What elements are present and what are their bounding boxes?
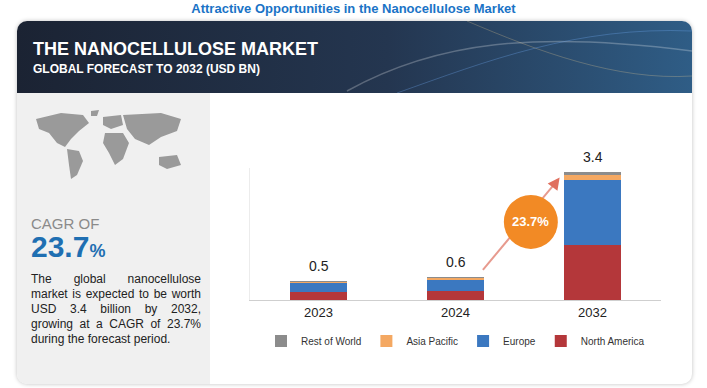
svg-text:2032: 2032 [578, 305, 607, 320]
svg-text:Asia Pacific: Asia Pacific [406, 336, 458, 347]
svg-text:2023: 2023 [304, 305, 333, 320]
html-text:The global nanocellulose marke: The global nanocellulose market is expec… [31, 272, 201, 346]
html-text:Attractive Opportunities in th: Attractive Opportunities in the Nanocell… [191, 1, 516, 16]
svg-text:North America: North America [581, 336, 645, 347]
html-text:CAGR OF: CAGR OF [31, 215, 100, 232]
svg-text:3.4: 3.4 [583, 149, 603, 165]
html-text:THE NANOCELLULOSE MARKET: THE NANOCELLULOSE MARKET [33, 39, 318, 59]
svg-text:Europe: Europe [503, 336, 536, 347]
svg-text:0.6: 0.6 [446, 254, 466, 270]
html-text:23.7%: 23.7% [31, 230, 106, 263]
html-text:GLOBAL FORECAST TO 2032 (USD B: GLOBAL FORECAST TO 2032 (USD BN) [33, 62, 260, 76]
svg-text:0.5: 0.5 [309, 258, 329, 274]
svg-text:2024: 2024 [441, 305, 470, 320]
svg-text:23.7%: 23.7% [512, 214, 549, 229]
svg-text:Rest of World: Rest of World [301, 336, 361, 347]
